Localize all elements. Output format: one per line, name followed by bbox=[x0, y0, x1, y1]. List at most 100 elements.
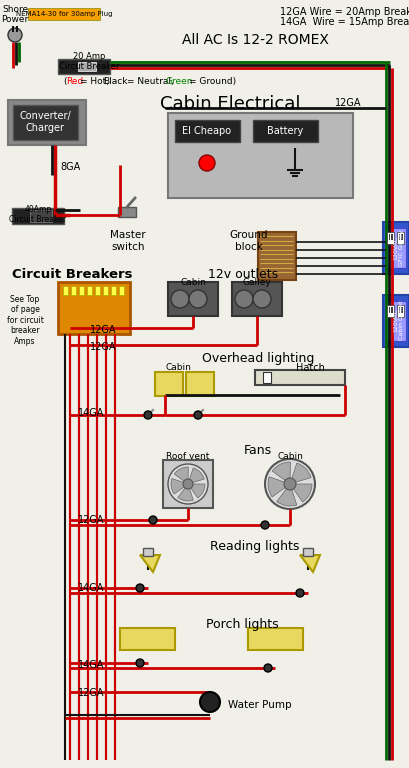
Text: Cabin: Cabin bbox=[180, 278, 206, 287]
Text: Fans: Fans bbox=[244, 444, 272, 457]
Text: Cabin: Cabin bbox=[277, 452, 303, 461]
Circle shape bbox=[8, 28, 22, 42]
Bar bbox=[143, 548, 153, 556]
Bar bbox=[383, 295, 409, 347]
Text: 12GA: 12GA bbox=[78, 515, 105, 525]
Text: Converter/
Charger: Converter/ Charger bbox=[19, 111, 71, 133]
Wedge shape bbox=[290, 484, 312, 502]
Text: Porch lights: Porch lights bbox=[206, 618, 278, 631]
Bar bbox=[397, 305, 404, 317]
Wedge shape bbox=[290, 463, 311, 484]
Circle shape bbox=[253, 290, 271, 308]
Text: 12GA: 12GA bbox=[90, 325, 117, 335]
Wedge shape bbox=[178, 484, 193, 501]
Circle shape bbox=[199, 155, 215, 171]
Bar bbox=[186, 372, 214, 396]
Text: (: ( bbox=[63, 77, 67, 86]
Circle shape bbox=[171, 290, 189, 308]
Bar bbox=[30, 210, 52, 222]
Text: 14GA: 14GA bbox=[78, 408, 104, 418]
Text: = Ground): = Ground) bbox=[189, 77, 236, 86]
Bar bbox=[119, 286, 124, 295]
Text: See Top
of page
for circuit
breaker
Amps: See Top of page for circuit breaker Amps bbox=[7, 295, 43, 346]
Text: Battery: Battery bbox=[267, 126, 303, 136]
Bar bbox=[303, 548, 313, 556]
Bar bbox=[13, 105, 78, 140]
Bar bbox=[389, 234, 390, 240]
Bar bbox=[263, 372, 271, 383]
Text: 14GA: 14GA bbox=[78, 583, 104, 593]
Circle shape bbox=[136, 659, 144, 667]
Wedge shape bbox=[171, 478, 188, 494]
Polygon shape bbox=[300, 555, 320, 572]
Bar bbox=[397, 232, 404, 244]
Text: NEMA14-30 for 30amp Plug: NEMA14-30 for 30amp Plug bbox=[16, 11, 112, 17]
Bar bbox=[401, 307, 402, 313]
Text: Hatch: Hatch bbox=[296, 363, 324, 373]
Bar bbox=[401, 234, 402, 240]
Text: Shore
Power: Shore Power bbox=[1, 5, 29, 25]
Wedge shape bbox=[272, 462, 290, 484]
Circle shape bbox=[136, 584, 144, 592]
Bar bbox=[232, 282, 282, 316]
Bar bbox=[168, 113, 353, 198]
Bar bbox=[253, 120, 318, 142]
Wedge shape bbox=[188, 484, 205, 498]
Circle shape bbox=[168, 464, 208, 504]
Circle shape bbox=[296, 589, 304, 597]
Text: = Neutral,: = Neutral, bbox=[127, 77, 174, 86]
Text: 120VAC
Cabin Outlet: 120VAC Cabin Outlet bbox=[393, 300, 405, 339]
Bar bbox=[175, 120, 240, 142]
Text: 20 Amp
Circut Breaker: 20 Amp Circut Breaker bbox=[59, 52, 119, 71]
Text: Circuit Breakers: Circuit Breakers bbox=[12, 268, 132, 281]
Bar bbox=[398, 234, 400, 240]
Text: 14GA: 14GA bbox=[78, 660, 104, 670]
Text: = Hot,: = Hot, bbox=[80, 77, 109, 86]
Text: Ground
block: Ground block bbox=[230, 230, 268, 252]
Bar bbox=[391, 307, 393, 313]
Wedge shape bbox=[268, 477, 290, 497]
Circle shape bbox=[235, 290, 253, 308]
Text: Green: Green bbox=[165, 77, 193, 86]
Bar bbox=[58, 59, 110, 74]
Text: El Cheapo: El Cheapo bbox=[182, 126, 231, 136]
Bar bbox=[120, 628, 175, 650]
Bar bbox=[155, 372, 183, 396]
Circle shape bbox=[144, 411, 152, 419]
Circle shape bbox=[200, 692, 220, 712]
Text: Galley: Galley bbox=[243, 278, 272, 287]
Circle shape bbox=[149, 516, 157, 524]
Circle shape bbox=[183, 479, 193, 489]
Circle shape bbox=[265, 459, 315, 509]
Text: Cabin Electrical: Cabin Electrical bbox=[160, 95, 300, 113]
Bar bbox=[386, 301, 406, 341]
Text: 12GA: 12GA bbox=[90, 342, 117, 352]
Text: 12GA: 12GA bbox=[335, 98, 362, 108]
Bar bbox=[248, 628, 303, 650]
Bar bbox=[87, 286, 92, 295]
Text: Black: Black bbox=[103, 77, 128, 86]
Bar bbox=[12, 208, 64, 224]
Bar bbox=[391, 234, 393, 240]
Circle shape bbox=[189, 290, 207, 308]
Wedge shape bbox=[277, 484, 297, 506]
Bar bbox=[8, 100, 86, 145]
Text: 8GA: 8GA bbox=[60, 162, 80, 172]
Text: All AC Is 12-2 ROMEX: All AC Is 12-2 ROMEX bbox=[182, 33, 328, 47]
Wedge shape bbox=[174, 467, 188, 484]
Text: Roof vent: Roof vent bbox=[166, 452, 210, 461]
Text: Reading lights: Reading lights bbox=[210, 540, 300, 553]
Bar bbox=[258, 232, 296, 280]
Wedge shape bbox=[188, 468, 204, 484]
Bar bbox=[111, 286, 116, 295]
Text: Master
switch: Master switch bbox=[110, 230, 146, 252]
Text: Water Pump: Water Pump bbox=[228, 700, 292, 710]
Text: 12GA: 12GA bbox=[78, 688, 105, 698]
Bar bbox=[79, 286, 84, 295]
Text: 12GA Wire = 20Amp Breaker: 12GA Wire = 20Amp Breaker bbox=[280, 7, 409, 17]
Bar bbox=[28, 8, 100, 20]
Bar bbox=[168, 282, 218, 316]
Text: Red: Red bbox=[66, 77, 83, 86]
Bar bbox=[63, 286, 68, 295]
Bar bbox=[95, 286, 100, 295]
